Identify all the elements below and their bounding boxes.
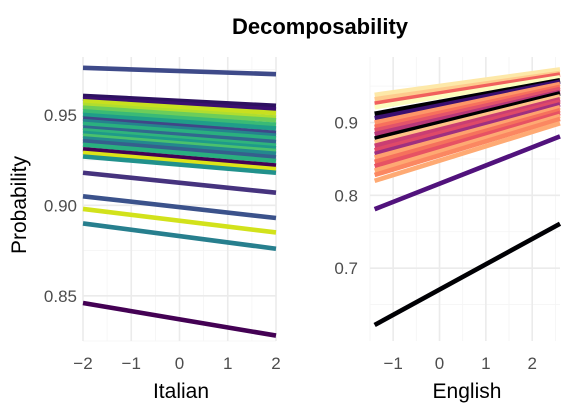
series-line-english-9 bbox=[374, 86, 561, 133]
x-tick-label-english: 0 bbox=[435, 354, 444, 373]
y-tick-label-english: 0.8 bbox=[334, 186, 358, 205]
y-axis-title: Probability bbox=[8, 155, 31, 254]
x-tick-label-english: 1 bbox=[481, 354, 490, 373]
series-line-italian-24 bbox=[82, 206, 277, 235]
series-line-english-22 bbox=[373, 134, 561, 212]
series-line-english-15 bbox=[374, 102, 561, 157]
series-line-italian-13 bbox=[82, 127, 277, 148]
series-line-english-17 bbox=[374, 107, 561, 165]
panel-english: −1 0 1 2 0.7 0.8 0.9 bbox=[334, 57, 562, 373]
series-line-english-16 bbox=[374, 105, 561, 160]
series-line-english-11 bbox=[374, 91, 561, 141]
series-line-italian-18 bbox=[82, 142, 277, 164]
series-line-italian-22 bbox=[82, 170, 277, 195]
series-line-english-23 bbox=[373, 221, 562, 327]
series-line-english-14 bbox=[374, 99, 561, 153]
series-line-english-1 bbox=[374, 67, 561, 98]
chart-title: Decomposability bbox=[232, 14, 409, 39]
series-line-italian-20 bbox=[82, 150, 277, 172]
series-line-italian-17 bbox=[82, 138, 277, 160]
series-line-english-7 bbox=[374, 81, 561, 125]
series-line-italian-11 bbox=[82, 121, 277, 141]
series-line-italian-21 bbox=[82, 154, 277, 176]
y-tick-label-english: 0.7 bbox=[334, 259, 358, 278]
series-group-english bbox=[373, 67, 562, 327]
series-line-italian-1 bbox=[82, 65, 277, 77]
series-line-english-13 bbox=[374, 97, 561, 149]
x-axis-title-panel-2: English bbox=[433, 380, 502, 403]
series-line-italian-3 bbox=[82, 96, 277, 112]
series-line-english-3 bbox=[374, 72, 561, 106]
y-tick-label-italian: 0.90 bbox=[44, 196, 77, 215]
x-axis-title-panel-1: Italian bbox=[153, 380, 209, 403]
x-tick-label-italian: 1 bbox=[223, 354, 232, 373]
y-tick-label-english: 0.9 bbox=[334, 114, 358, 133]
series-line-english-6 bbox=[374, 79, 561, 121]
series-line-english-19 bbox=[373, 113, 561, 173]
series-line-italian-2 bbox=[82, 93, 277, 109]
series-line-italian-26 bbox=[82, 300, 277, 338]
series-line-italian-4 bbox=[82, 99, 277, 116]
x-tick-label-italian: −2 bbox=[73, 354, 92, 373]
series-line-italian-14 bbox=[82, 130, 277, 151]
series-group-italian bbox=[82, 65, 277, 338]
series-line-italian-12 bbox=[82, 125, 277, 145]
x-tick-label-italian: 2 bbox=[271, 354, 280, 373]
series-line-english-4 bbox=[374, 75, 561, 110]
series-line-italian-15 bbox=[82, 133, 277, 154]
series-line-english-20 bbox=[373, 116, 561, 178]
series-line-italian-16 bbox=[82, 136, 277, 157]
x-tick-label-italian: 0 bbox=[175, 354, 184, 373]
series-line-italian-5 bbox=[82, 102, 277, 120]
series-line-italian-7 bbox=[82, 108, 277, 128]
series-line-english-12 bbox=[374, 94, 561, 145]
series-line-english-21 bbox=[373, 121, 561, 183]
series-line-english-18 bbox=[373, 110, 561, 169]
series-line-italian-6 bbox=[82, 105, 277, 123]
series-line-italian-8 bbox=[82, 112, 277, 131]
x-tick-label-english: 2 bbox=[527, 354, 536, 373]
series-line-italian-19 bbox=[82, 146, 277, 168]
series-line-italian-9 bbox=[82, 116, 277, 136]
series-line-english-8 bbox=[374, 84, 561, 130]
x-tick-label-english: −1 bbox=[383, 354, 402, 373]
panel-italian: −2 −1 0 1 2 0.85 0.90 0.95 bbox=[44, 57, 281, 373]
series-line-italian-25 bbox=[82, 221, 277, 252]
x-tick-label-italian: −1 bbox=[122, 354, 141, 373]
y-tick-label-italian: 0.85 bbox=[44, 287, 77, 306]
y-tick-label-italian: 0.95 bbox=[44, 106, 77, 125]
series-line-italian-23 bbox=[82, 194, 277, 221]
series-line-italian-10 bbox=[82, 118, 277, 138]
